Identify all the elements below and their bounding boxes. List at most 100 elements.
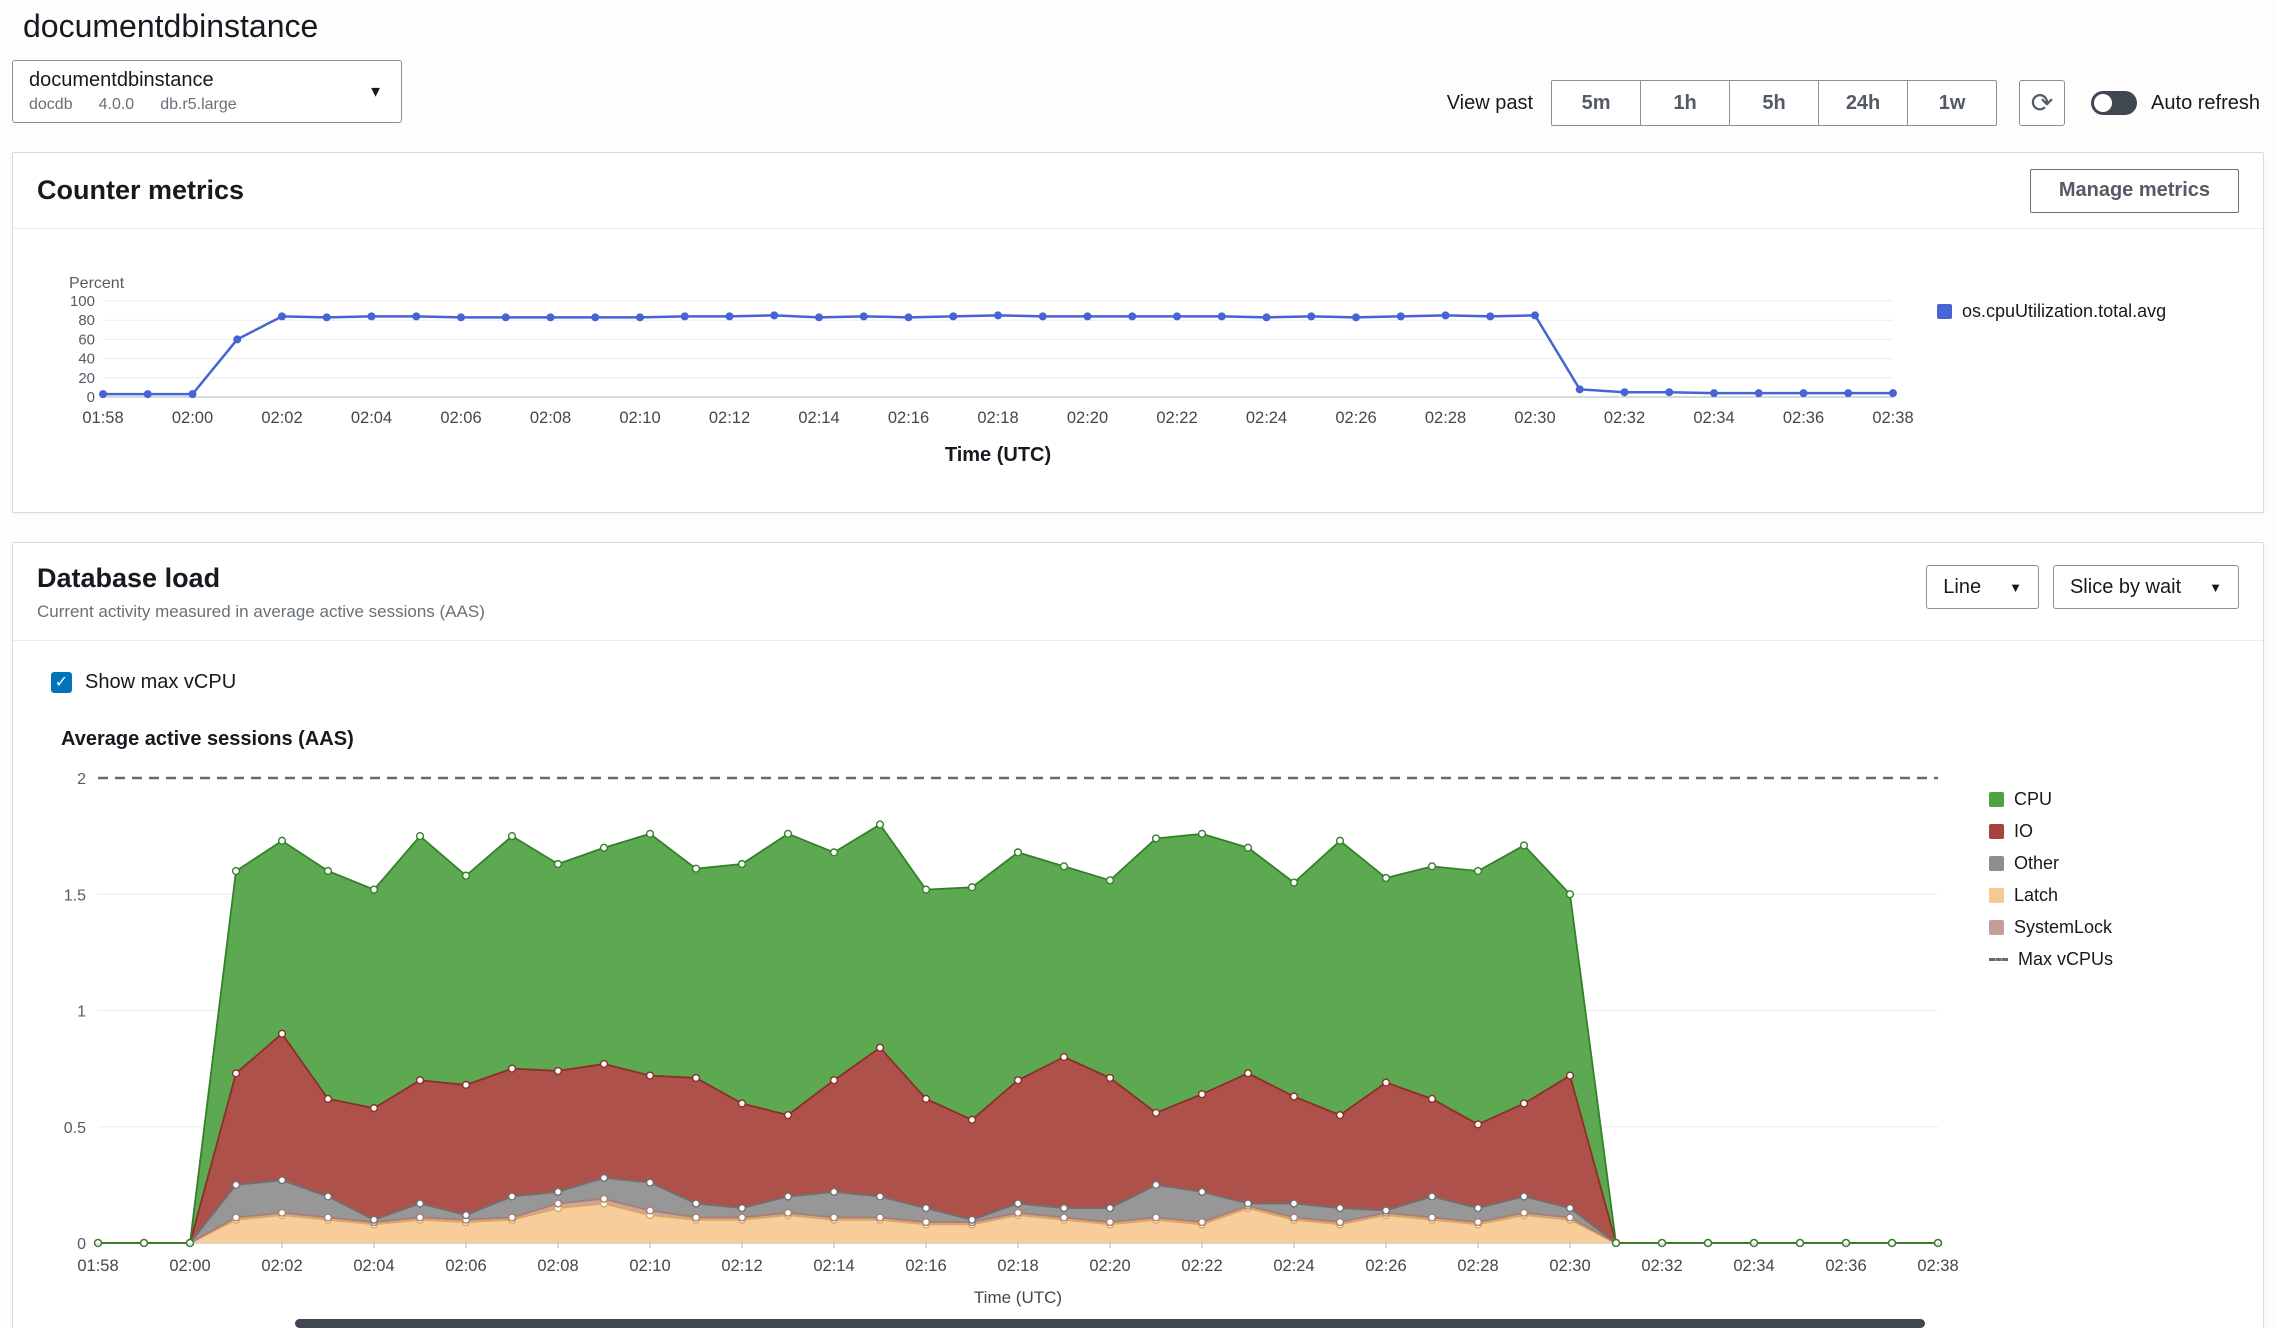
- toggle-knob: [2094, 94, 2113, 112]
- load-chart-area: 0 0.5 1 1.5 2 01:58 02:00 02:02 02:04 02:06 02:08 0…: [33, 763, 2263, 1311]
- range-button-group: 5m 1h 5h 24h 1w: [1551, 80, 1998, 126]
- svg-text:02:38: 02:38: [1917, 1257, 1958, 1275]
- svg-text:02:00: 02:00: [169, 1257, 210, 1275]
- instance-selector-dropdown[interactable]: documentdbinstance docdb 4.0.0 db.r5.lar…: [12, 60, 402, 123]
- legend-label: Max vCPUs: [2018, 949, 2114, 969]
- svg-text:20: 20: [78, 370, 95, 387]
- svg-text:02:36: 02:36: [1825, 1257, 1866, 1275]
- horizontal-scrollbar[interactable]: [295, 1319, 1925, 1328]
- legend-label: SystemLock: [2014, 917, 2113, 937]
- range-button-5h[interactable]: 5h: [1729, 80, 1820, 126]
- svg-text:0.5: 0.5: [64, 1120, 86, 1137]
- svg-text:02:06: 02:06: [440, 409, 481, 427]
- show-max-vcpu-row: ✓ Show max vCPU: [51, 671, 2263, 694]
- counter-metrics-title: Counter metrics: [37, 175, 245, 205]
- chevron-down-icon: ▼: [2209, 579, 2222, 595]
- instance-version: 4.0.0: [98, 96, 135, 113]
- chevron-down-icon: ▼: [368, 83, 383, 100]
- counter-metrics-header: Counter metrics Manage metrics: [13, 153, 2263, 229]
- svg-text:02:28: 02:28: [1457, 1257, 1498, 1275]
- legend-item-other: Other: [1989, 853, 2113, 874]
- database-load-header: Database load Current activity measured …: [13, 543, 2263, 641]
- svg-text:01:58: 01:58: [82, 409, 123, 427]
- legend-item-max-vcpus: Max vCPUs: [1989, 949, 2113, 970]
- instance-engine: docdb: [29, 96, 73, 113]
- svg-text:02:16: 02:16: [905, 1257, 946, 1275]
- load-chart-legend: CPU IO Other Latch SystemLock: [1989, 789, 2113, 981]
- svg-text:0: 0: [87, 389, 95, 406]
- slice-by-dropdown[interactable]: Slice by wait ▼: [2052, 565, 2239, 609]
- view-past-label: View past: [1446, 91, 1534, 114]
- svg-text:02:18: 02:18: [997, 1257, 1038, 1275]
- svg-text:Percent: Percent: [69, 275, 125, 292]
- svg-text:80: 80: [78, 312, 95, 329]
- svg-text:02:14: 02:14: [813, 1257, 854, 1275]
- io-swatch: [1989, 824, 2004, 839]
- legend-item-io: IO: [1989, 821, 2113, 842]
- range-button-5m[interactable]: 5m: [1551, 80, 1642, 126]
- show-max-vcpu-checkbox[interactable]: ✓: [51, 672, 72, 693]
- svg-text:02:06: 02:06: [445, 1257, 486, 1275]
- range-button-24h[interactable]: 24h: [1818, 80, 1909, 126]
- svg-text:2: 2: [77, 771, 86, 788]
- auto-refresh-toggle[interactable]: [2091, 91, 2138, 115]
- svg-text:02:26: 02:26: [1365, 1257, 1406, 1275]
- legend-label: Other: [2014, 853, 2060, 873]
- chevron-down-icon: ▼: [2009, 579, 2022, 595]
- auto-refresh-label: Auto refresh: [2151, 91, 2260, 114]
- instance-class: db.r5.large: [160, 96, 237, 113]
- aas-chart-title: Average active sessions (AAS): [61, 728, 354, 750]
- counter-chart-area: 0 20 40 60 80 100 Percent 01:58 02:00 02:02 02:04 0…: [13, 229, 2263, 480]
- svg-text:02:12: 02:12: [709, 409, 750, 427]
- range-button-1w[interactable]: 1w: [1907, 80, 1998, 126]
- instance-name: documentdbinstance: [29, 69, 214, 91]
- svg-text:02:20: 02:20: [1067, 409, 1108, 427]
- svg-text:02:18: 02:18: [977, 409, 1018, 427]
- refresh-button[interactable]: ⟳: [2019, 80, 2066, 126]
- legend-item-systemlock: SystemLock: [1989, 917, 2113, 938]
- latch-swatch: [1989, 888, 2004, 903]
- cpu-utilization-swatch: [1937, 304, 1952, 319]
- svg-text:02:28: 02:28: [1425, 409, 1466, 427]
- legend-item-cpu: CPU: [1989, 789, 2113, 810]
- svg-text:1.5: 1.5: [64, 887, 86, 904]
- chart-type-dropdown[interactable]: Line ▼: [1926, 565, 2039, 609]
- cpu-swatch: [1989, 792, 2004, 807]
- legend-label: os.cpuUtilization.total.avg: [1962, 301, 2167, 321]
- svg-text:02:30: 02:30: [1514, 409, 1555, 427]
- svg-text:Time (UTC): Time (UTC): [974, 1288, 1062, 1307]
- svg-text:02:26: 02:26: [1335, 409, 1376, 427]
- svg-text:02:10: 02:10: [629, 1257, 670, 1275]
- svg-text:02:02: 02:02: [261, 409, 302, 427]
- svg-text:02:10: 02:10: [619, 409, 660, 427]
- svg-text:100: 100: [70, 293, 95, 310]
- systemlock-swatch: [1989, 920, 2004, 935]
- svg-text:02:08: 02:08: [530, 409, 571, 427]
- svg-text:02:20: 02:20: [1089, 1257, 1130, 1275]
- manage-metrics-button[interactable]: Manage metrics: [2029, 168, 2239, 213]
- time-range-controls: View past 5m 1h 5h 24h 1w ⟳ Auto refresh: [1447, 80, 2260, 126]
- database-load-titles: Database load Current activity measured …: [37, 563, 485, 622]
- svg-text:02:22: 02:22: [1156, 409, 1197, 427]
- legend-label: CPU: [2014, 789, 2053, 809]
- max-vcpus-dash-icon: [1989, 958, 2008, 961]
- refresh-icon: ⟳: [2030, 87, 2054, 118]
- chart-type-value: Line: [1943, 575, 1982, 598]
- svg-text:02:00: 02:00: [172, 409, 213, 427]
- svg-text:02:38: 02:38: [1872, 409, 1913, 427]
- svg-text:02:36: 02:36: [1783, 409, 1824, 427]
- svg-text:02:08: 02:08: [537, 1257, 578, 1275]
- svg-text:02:30: 02:30: [1549, 1257, 1590, 1275]
- svg-text:01:58: 01:58: [77, 1257, 118, 1275]
- range-button-1h[interactable]: 1h: [1640, 80, 1731, 126]
- other-swatch: [1989, 856, 2004, 871]
- svg-text:02:04: 02:04: [353, 1257, 394, 1275]
- svg-text:1: 1: [77, 1004, 86, 1021]
- instance-details: docdb 4.0.0 db.r5.large: [29, 96, 385, 114]
- svg-text:02:14: 02:14: [798, 409, 839, 427]
- svg-text:02:24: 02:24: [1246, 409, 1287, 427]
- database-load-subtitle: Current activity measured in average act…: [37, 602, 485, 621]
- svg-text:02:04: 02:04: [351, 409, 392, 427]
